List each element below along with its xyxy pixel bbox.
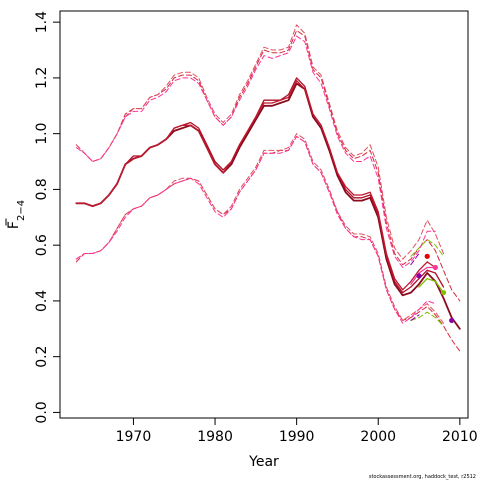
series-line-8 — [75, 24, 444, 260]
y-tick-label: 0.0 — [34, 401, 50, 423]
y-tick-label: 0.4 — [34, 290, 50, 312]
x-tick-label: 1990 — [279, 429, 315, 445]
series-line-11 — [75, 135, 436, 324]
series-line-13 — [410, 311, 444, 327]
points-layer — [416, 253, 455, 324]
data-point-1 — [416, 273, 422, 279]
data-point-2 — [424, 253, 430, 259]
y-tick-label: 1.2 — [34, 67, 50, 89]
series-line-10 — [75, 35, 436, 268]
plot-frame — [59, 10, 469, 419]
y-tick-label: 0.6 — [34, 234, 50, 256]
y-axis-title-main: F — [6, 221, 22, 229]
y-tick-label: 0.8 — [34, 178, 50, 200]
series-layer — [75, 24, 461, 352]
y-tick-label: 1.4 — [34, 11, 50, 33]
chart-caption: stockassessment.org, haddock_test, r2512 — [369, 474, 476, 480]
series-line-15 — [410, 314, 420, 321]
x-axis-title: Year — [248, 454, 279, 470]
data-point-5 — [449, 317, 455, 324]
series-line-4 — [410, 266, 437, 285]
series-line-5 — [418, 277, 445, 294]
y-tick-label: 1.0 — [34, 123, 50, 145]
x-tick-label: 2000 — [360, 429, 396, 445]
x-axis: 1970 1980 1990 2000 2010 — [116, 418, 478, 445]
data-point-3 — [432, 264, 438, 271]
y-axis: 0.0 0.2 0.4 0.6 0.8 1.0 1.2 1.4 — [34, 11, 60, 424]
y-tick-label: 0.2 — [34, 346, 50, 368]
y-axis-title-subscript: 2−4 — [16, 200, 27, 221]
x-tick-label: 1980 — [197, 429, 233, 445]
x-tick-label: 1970 — [116, 429, 152, 445]
series-line-3 — [75, 80, 437, 291]
series-line-12 — [410, 239, 444, 257]
series-line-14 — [410, 253, 420, 266]
y-axis-title: F2−4 — [6, 200, 27, 229]
data-point-4 — [440, 289, 447, 296]
x-tick-label: 2010 — [442, 429, 478, 445]
